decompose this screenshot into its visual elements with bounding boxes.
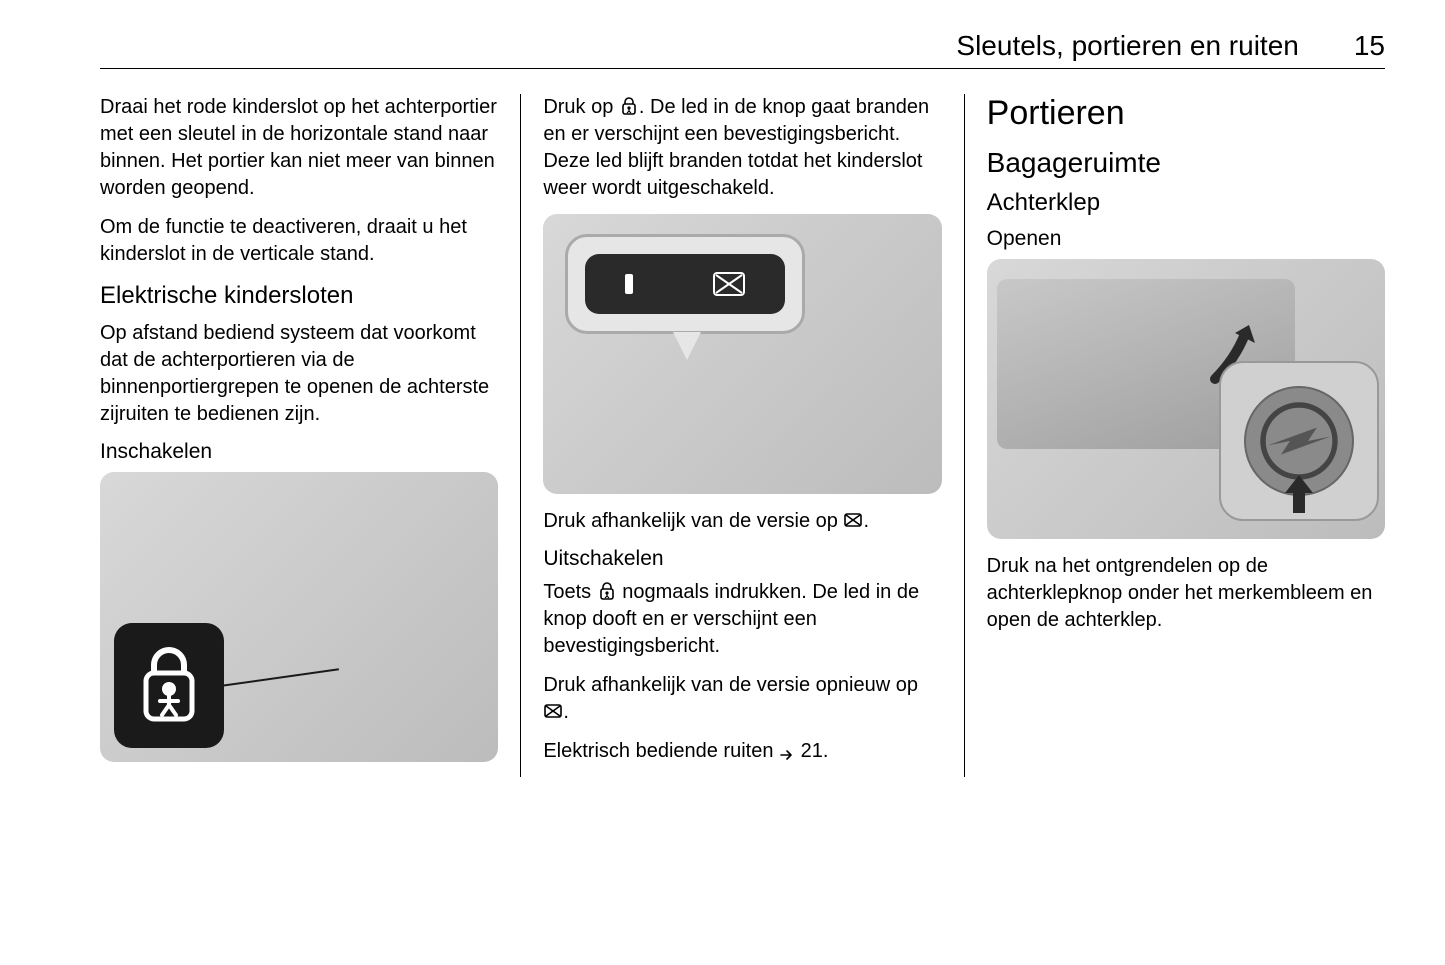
figure-tailgate-open — [987, 259, 1385, 539]
text-fragment: Druk afhankelijk van de versie op — [543, 510, 843, 532]
page-number: 15 — [1354, 30, 1385, 62]
heading-inschakelen: Inschakelen — [100, 440, 498, 464]
led-indicator-icon — [625, 274, 633, 294]
text-fragment: Elektrisch bediende ruiten — [543, 740, 779, 762]
body-text: Draai het rode kinderslot op het achterp… — [100, 94, 498, 202]
body-text: Toets nogmaals indrukken. De led in de k… — [543, 579, 941, 660]
callout-pointer — [673, 332, 701, 360]
window-lock-inline-icon — [843, 510, 863, 530]
callout-leader-line — [220, 668, 339, 687]
body-text: Druk afhankelijk van de versie op . — [543, 508, 941, 535]
body-text: Op afstand bediend systeem dat voorkomt … — [100, 320, 498, 428]
childlock-icon — [134, 643, 204, 728]
callout-childlock-icon — [114, 623, 224, 748]
text-fragment: . — [863, 510, 869, 532]
content-columns: Draai het rode kinderslot op het achterp… — [100, 94, 1385, 777]
text-fragment: . — [563, 701, 569, 723]
figure-window-button — [543, 214, 941, 494]
push-up-arrow-icon — [1283, 473, 1315, 515]
text-fragment: Toets — [543, 581, 596, 603]
heading-elektrische-kindersloten: Elektrische kindersloten — [100, 282, 498, 310]
heading-uitschakelen: Uitschakelen — [543, 547, 941, 571]
figure-childlock-console — [100, 472, 498, 762]
body-text: Druk na het ontgrendelen op de achterkle… — [987, 553, 1385, 634]
callout-window-switch — [565, 234, 805, 334]
text-fragment: Druk op — [543, 96, 619, 118]
window-lock-inline-icon — [543, 701, 563, 721]
heading-openen: Openen — [987, 227, 1385, 251]
heading-achterklep: Achterklep — [987, 189, 1385, 217]
heading-bagageruimte: Bagageruimte — [987, 147, 1385, 179]
body-text: Om de functie te deactiveren, draait u h… — [100, 214, 498, 268]
column-2: Druk op . De led in de knop gaat branden… — [521, 94, 964, 777]
childlock-inline-icon — [619, 96, 639, 116]
reference-arrow-icon — [779, 744, 795, 760]
window-lock-icon — [712, 271, 746, 297]
body-text: Druk afhankelijk van de versie opnieuw o… — [543, 672, 941, 726]
page-header: Sleutels, portieren en ruiten 15 — [100, 30, 1385, 69]
text-fragment: 21. — [795, 740, 828, 762]
column-1: Draai het rode kinderslot op het achterp… — [100, 94, 521, 777]
heading-portieren: Portieren — [987, 94, 1385, 133]
column-3: Portieren Bagageruimte Achterklep Openen — [965, 94, 1385, 777]
header-title: Sleutels, portieren en ruiten — [956, 30, 1298, 62]
body-text: Druk op . De led in de knop gaat branden… — [543, 94, 941, 202]
body-text: Elektrisch bediende ruiten 21. — [543, 738, 941, 765]
childlock-inline-icon — [597, 581, 617, 601]
callout-emblem-button — [1219, 361, 1379, 521]
switch-face — [585, 254, 785, 314]
text-fragment: Druk afhankelijk van de versie opnieuw o… — [543, 674, 918, 696]
